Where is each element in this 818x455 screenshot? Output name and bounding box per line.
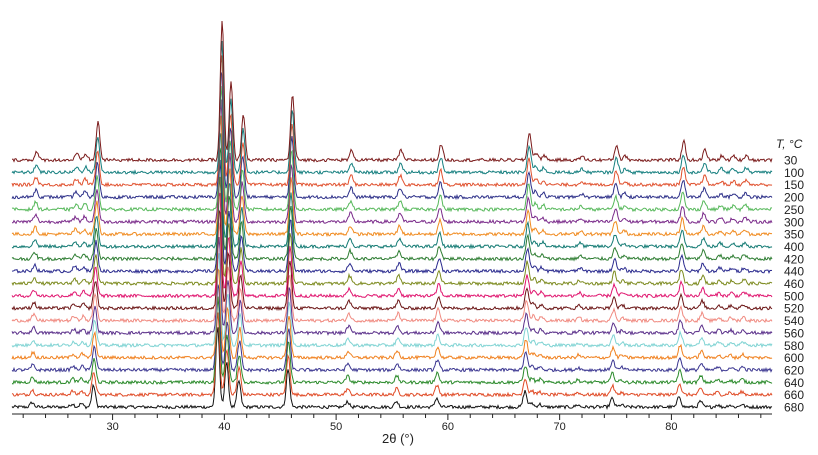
x-tick-label-80: 80 bbox=[665, 421, 677, 433]
series-line-620 bbox=[11, 284, 773, 373]
x-axis-label: 2θ (°) bbox=[382, 431, 414, 446]
series-label-540: 540 bbox=[784, 314, 804, 328]
series-label-300: 300 bbox=[784, 215, 804, 229]
series-label-680: 680 bbox=[784, 401, 804, 415]
x-tick-label-50: 50 bbox=[330, 421, 342, 433]
series-label-30: 30 bbox=[784, 154, 798, 168]
x-tick-label-40: 40 bbox=[218, 421, 230, 433]
series-line-680 bbox=[11, 327, 773, 411]
series-line-150 bbox=[11, 55, 773, 188]
series-line-560 bbox=[11, 236, 773, 336]
series-line-640 bbox=[11, 296, 773, 386]
series-label-200: 200 bbox=[784, 191, 804, 205]
x-tick-label-70: 70 bbox=[554, 421, 566, 433]
series-line-440 bbox=[11, 159, 773, 275]
series-label-660: 660 bbox=[784, 388, 804, 402]
series-line-200 bbox=[11, 72, 773, 201]
x-axis: 30 40 50 60 70 80 bbox=[12, 413, 772, 433]
series-line-350 bbox=[11, 115, 773, 238]
series-label-640: 640 bbox=[784, 376, 804, 390]
series-label-420: 420 bbox=[784, 252, 804, 266]
series-label-250: 250 bbox=[784, 203, 804, 217]
x-tick-label-60: 60 bbox=[442, 421, 454, 433]
series-line-660 bbox=[11, 312, 773, 398]
series-line-520 bbox=[11, 208, 773, 312]
series-label-580: 580 bbox=[784, 339, 804, 353]
traces bbox=[11, 20, 773, 411]
x-tick-label-30: 30 bbox=[106, 421, 118, 433]
series-label-520: 520 bbox=[784, 302, 804, 316]
series-label-150: 150 bbox=[784, 178, 804, 192]
series-label-400: 400 bbox=[784, 240, 804, 254]
series-line-30 bbox=[11, 20, 773, 163]
series-label-350: 350 bbox=[784, 228, 804, 242]
series-line-400 bbox=[11, 133, 773, 250]
series-label-460: 460 bbox=[784, 277, 804, 291]
series-label-560: 560 bbox=[784, 326, 804, 340]
series-label-600: 600 bbox=[784, 351, 804, 365]
legend-title: T, °C bbox=[776, 137, 803, 151]
series-label-440: 440 bbox=[784, 265, 804, 279]
series-line-420 bbox=[11, 147, 773, 262]
series-line-580 bbox=[11, 253, 773, 349]
series-line-600 bbox=[11, 267, 773, 361]
temperature-labels: 6806606406206005805605405205004604404204… bbox=[784, 154, 804, 415]
series-line-250 bbox=[11, 86, 773, 213]
series-line-100 bbox=[11, 40, 773, 176]
series-line-540 bbox=[11, 222, 773, 324]
series-label-620: 620 bbox=[784, 363, 804, 377]
series-line-300 bbox=[12, 99, 773, 225]
series-line-500 bbox=[11, 192, 773, 299]
series-label-100: 100 bbox=[784, 166, 804, 180]
series-line-460 bbox=[11, 176, 773, 287]
series-label-500: 500 bbox=[784, 289, 804, 303]
